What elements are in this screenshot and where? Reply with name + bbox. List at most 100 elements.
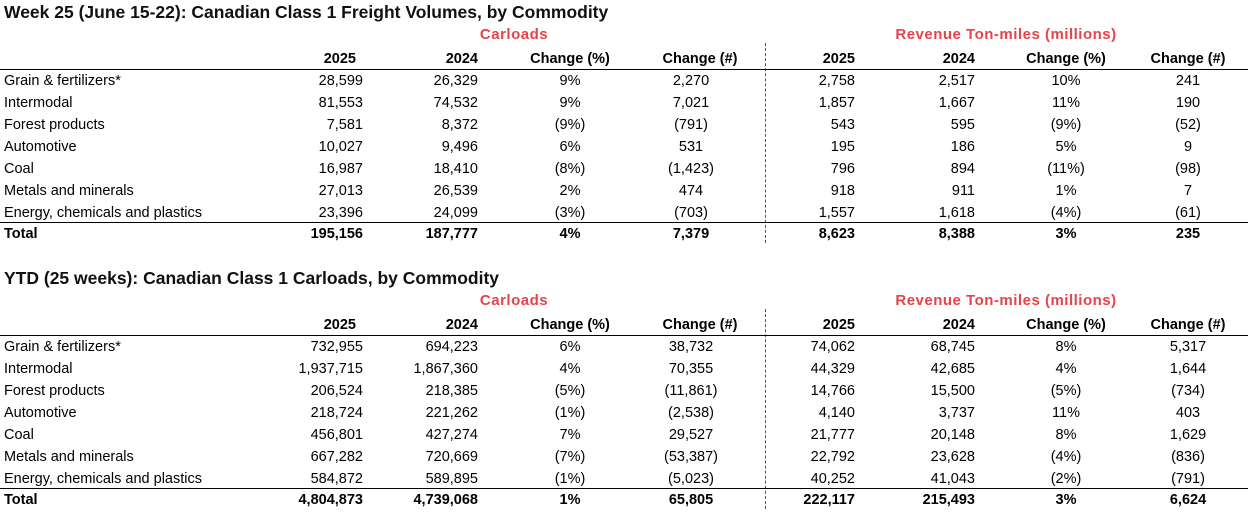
table-cell: (703) bbox=[674, 205, 708, 221]
table-cell: 11% bbox=[1052, 95, 1080, 111]
column-header: 2025 bbox=[822, 51, 855, 67]
total-cell: 6,624 bbox=[1169, 492, 1207, 508]
total-cell: 195,156 bbox=[310, 226, 363, 242]
table-cell: 8% bbox=[1055, 339, 1077, 355]
table-cell: 20,148 bbox=[930, 427, 975, 443]
total-cell: 4,739,068 bbox=[413, 492, 478, 508]
table-cell: 218,385 bbox=[425, 383, 478, 399]
column-header-row: 2025 2024 Change (%) Change (#) 2025 2024 Chan… bbox=[0, 48, 1248, 70]
total-cell: 235 bbox=[1175, 226, 1201, 242]
table-cell: 81,553 bbox=[318, 95, 363, 111]
table-cell: (836) bbox=[1171, 449, 1205, 465]
table-cell: 68,745 bbox=[930, 339, 975, 355]
total-cell: 65,805 bbox=[668, 492, 714, 508]
table-cell: 732,955 bbox=[310, 339, 363, 355]
table-cell: 23,396 bbox=[318, 205, 363, 221]
total-cell: 8,388 bbox=[938, 226, 975, 242]
table-row: Grain & fertilizers* 732,955 694,223 6% 38,7… bbox=[0, 336, 1248, 358]
table-cell: 41,043 bbox=[930, 471, 975, 487]
header-rule bbox=[0, 69, 1248, 70]
table-cell: 9% bbox=[559, 95, 581, 111]
table-cell: (11%) bbox=[1047, 161, 1085, 177]
table-cell: 186 bbox=[950, 139, 975, 155]
total-cell: 8,623 bbox=[818, 226, 855, 242]
table-cell: 24,099 bbox=[433, 205, 478, 221]
total-cell: 3% bbox=[1055, 226, 1077, 242]
row-label: Coal bbox=[4, 427, 34, 443]
table-cell: 74,062 bbox=[810, 339, 855, 355]
column-header: Change (%) bbox=[1026, 317, 1106, 333]
column-header: 2024 bbox=[942, 317, 975, 333]
table-cell: (5%) bbox=[554, 383, 586, 399]
table-cell: (1%) bbox=[554, 405, 586, 421]
table-row: Intermodal 81,553 74,532 9% 7,021 1,857 1,667 1… bbox=[0, 92, 1248, 114]
table-cell: 6% bbox=[559, 339, 581, 355]
column-header: Change (#) bbox=[1150, 51, 1226, 67]
row-label: Forest products bbox=[4, 117, 105, 133]
table-cell: 15,500 bbox=[930, 383, 975, 399]
revenue-ton-miles-group-header: Revenue Ton-miles (millions) bbox=[895, 292, 1117, 309]
column-header: Change (%) bbox=[1026, 51, 1106, 67]
table-cell: 44,329 bbox=[810, 361, 855, 377]
table-cell: 241 bbox=[1175, 73, 1201, 89]
table-cell: (791) bbox=[674, 117, 708, 133]
table-cell: (11,861) bbox=[664, 383, 718, 399]
table-cell: 21,777 bbox=[810, 427, 855, 443]
table-cell: (7%) bbox=[554, 449, 586, 465]
total-cell: 187,777 bbox=[425, 226, 478, 242]
table-cell: 1% bbox=[1055, 183, 1077, 199]
table-cell: 694,223 bbox=[425, 339, 478, 355]
table-cell: 195 bbox=[830, 139, 855, 155]
row-label: Metals and minerals bbox=[4, 449, 134, 465]
table-cell: 10,027 bbox=[318, 139, 363, 155]
table-cell: 1,857 bbox=[818, 95, 855, 111]
table-row: Forest products 7,581 8,372 (9%) (791) 543 595… bbox=[0, 114, 1248, 136]
table-row: Automotive 10,027 9,496 6% 531 195 186 5% 9 bbox=[0, 136, 1248, 158]
report-section: Week 25 (June 15-22): Canadian Class 1 F… bbox=[0, 0, 1248, 250]
column-header: Change (#) bbox=[662, 317, 738, 333]
table-cell: (61) bbox=[1175, 205, 1201, 221]
row-label: Grain & fertilizers* bbox=[4, 339, 121, 355]
total-row: Total 195,156 187,777 4% 7,379 8,623 8,388 3% 23… bbox=[0, 223, 1248, 245]
table-cell: (53,387) bbox=[663, 449, 719, 465]
table-cell: 1,557 bbox=[818, 205, 855, 221]
row-label: Automotive bbox=[4, 405, 77, 421]
table-cell: 9% bbox=[559, 73, 581, 89]
section-title: YTD (25 weeks): Canadian Class 1 Carload… bbox=[4, 268, 500, 288]
table-cell: 7,581 bbox=[326, 117, 363, 133]
column-header-row: 2025 2024 Change (%) Change (#) 2025 2024 Chan… bbox=[0, 314, 1248, 336]
table-cell: 190 bbox=[1175, 95, 1201, 111]
table-cell: 40,252 bbox=[810, 471, 855, 487]
carloads-group-header: Carloads bbox=[479, 292, 549, 309]
row-label: Energy, chemicals and plastics bbox=[4, 205, 202, 221]
table-cell: 4,140 bbox=[818, 405, 855, 421]
table-row: Energy, chemicals and plastics 23,396 24,0… bbox=[0, 202, 1248, 224]
table-cell: 918 bbox=[830, 183, 855, 199]
table-cell: 1,667 bbox=[938, 95, 975, 111]
table-cell: 595 bbox=[950, 117, 975, 133]
table-cell: 4% bbox=[559, 361, 581, 377]
table-cell: (4%) bbox=[1050, 449, 1082, 465]
table-cell: 221,262 bbox=[425, 405, 478, 421]
table-cell: (5%) bbox=[1050, 383, 1082, 399]
row-label: Coal bbox=[4, 161, 34, 177]
table-cell: 403 bbox=[1175, 405, 1201, 421]
table-cell: (1,423) bbox=[668, 161, 714, 177]
report-section: YTD (25 weeks): Canadian Class 1 Carload… bbox=[0, 266, 1248, 516]
table-cell: (5,023) bbox=[668, 471, 714, 487]
column-header: 2025 bbox=[822, 317, 855, 333]
table-cell: 1,937,715 bbox=[298, 361, 363, 377]
row-label: Metals and minerals bbox=[4, 183, 134, 199]
total-cell: 222,117 bbox=[803, 492, 855, 508]
table-cell: 4% bbox=[1055, 361, 1077, 377]
table-cell: 2,517 bbox=[938, 73, 975, 89]
table-cell: 7 bbox=[1183, 183, 1193, 199]
header-rule bbox=[0, 335, 1248, 336]
table-row: Metals and minerals 667,282 720,669 (7%) (53… bbox=[0, 446, 1248, 468]
table-cell: 22,792 bbox=[810, 449, 855, 465]
total-cell: 1% bbox=[559, 492, 581, 508]
table-row: Intermodal 1,937,715 1,867,360 4% 70,355 44,3… bbox=[0, 358, 1248, 380]
table-cell: 894 bbox=[950, 161, 975, 177]
row-label: Automotive bbox=[4, 139, 77, 155]
table-cell: 11% bbox=[1052, 405, 1080, 421]
